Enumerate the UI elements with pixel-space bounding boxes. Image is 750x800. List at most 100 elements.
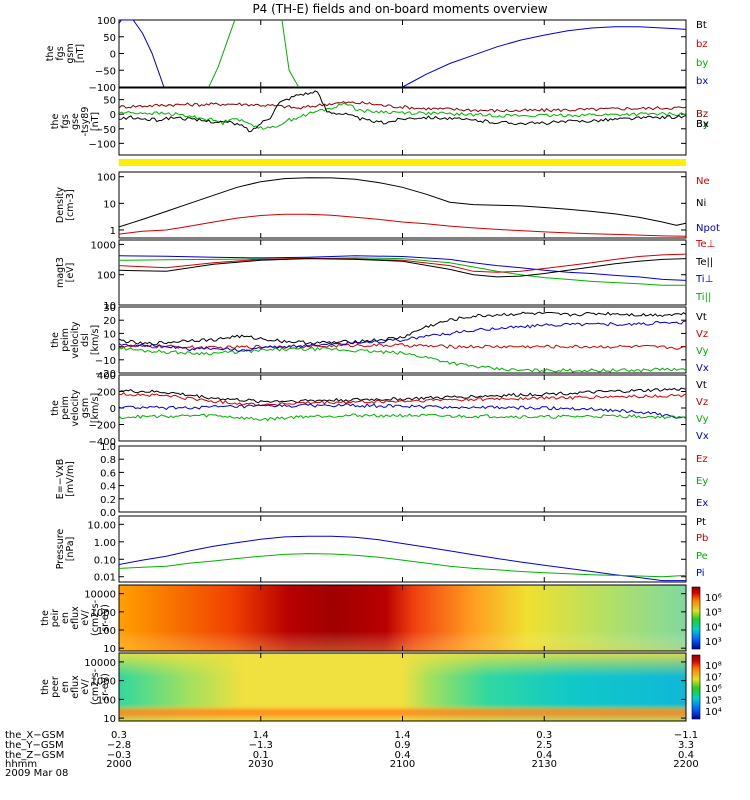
x-axis-value: 0.4 (678, 750, 694, 761)
series-line-Vx (119, 320, 686, 353)
y-axis-label: (cm2-s- (90, 669, 101, 705)
x-axis-row-label: hhmm (5, 759, 37, 770)
series-line-By (119, 102, 686, 130)
series-line-Pe (119, 553, 686, 578)
x-axis-value: 1.4 (395, 730, 411, 741)
x-axis-row-label: the_X−GSM (5, 730, 64, 741)
legend-entry: Vy (696, 414, 709, 425)
y-axis-label: the (50, 114, 61, 130)
y-tick-label: 200 (97, 388, 116, 399)
x-axis-value: 2030 (248, 759, 273, 770)
panel-peir-en-eflux: 10⁶ 10⁵ 10⁴ 10³ 10000 1000 100 10 the peir en eflux… (40, 584, 722, 655)
y-tick-label: 0.8 (100, 455, 116, 466)
y-tick-label: −100 (89, 83, 116, 94)
legend-entry: Vt (696, 312, 707, 323)
y-axis-label: Pressure (55, 529, 66, 570)
y-axis-label: en (60, 681, 71, 693)
y-tick-label: 20 (103, 316, 116, 327)
x-axis-value: −1.3 (249, 740, 273, 751)
y-axis-label: gse (70, 113, 81, 130)
legend-entry: Pe (696, 551, 708, 562)
legend-entry: Pb (696, 533, 708, 544)
legend-entry: Bx (696, 119, 709, 130)
colorbar (691, 654, 701, 720)
legend-entry: Te⊥ (695, 239, 715, 250)
figure-title: P4 (TH-E) fields and on-board moments ov… (252, 2, 547, 16)
y-axis-label: peim (60, 396, 71, 420)
y-tick-label: 0.2 (100, 495, 116, 506)
legend-entry: by (696, 58, 708, 69)
y-tick-label: −200 (89, 421, 116, 432)
colorbar-peir-en-eflux: 10⁶ 10⁵ 10⁴ 10³ (691, 586, 722, 650)
colorbar-tick: 10⁵ (705, 608, 722, 619)
legend-entry: Bz (696, 109, 708, 120)
y-tick-label: 30 (103, 303, 116, 314)
legend-entry: Ti|| (695, 292, 711, 303)
date-label: 2009 Mar 08 (5, 768, 68, 779)
y-tick-label: −10 (95, 356, 116, 367)
x-axis-value: 2.5 (536, 740, 552, 751)
x-axis-value: 2100 (390, 759, 415, 770)
colorbar (691, 586, 701, 650)
x-axis-value: 0.4 (395, 750, 411, 761)
y-axis-label: [nT] (75, 44, 86, 63)
y-axis-label: eV/ (80, 609, 91, 625)
y-axis-label: the (40, 679, 51, 695)
y-axis-label: the (40, 610, 51, 626)
series-group (119, 311, 686, 373)
legend-entry: Ey (696, 476, 708, 487)
legend-entry: Vz (696, 329, 708, 340)
legend-entry: Vx (696, 431, 709, 442)
series-group (119, 387, 686, 422)
panel-frame (118, 445, 687, 513)
x-axis-value: 1.4 (253, 730, 269, 741)
legend-entry: Npot (696, 223, 720, 234)
y-tick-label: 1000 (91, 240, 116, 251)
series-line-Vt (119, 311, 686, 346)
legend-entry: Vy (696, 346, 709, 357)
y-tick-label: 10 (103, 199, 116, 210)
panel-peim-velocity-gsm: 400 200 0 −200 −400 the peim velocity gsm [km/s] V… (50, 371, 709, 448)
y-axis-label: peer (50, 676, 61, 698)
x-axis-annotation: the_X−GSM 0.3 1.4 1.4 0.3 −1.1 the_Y−GSM −2.8 −1… (5, 730, 699, 770)
x-axis-value: 0.3 (111, 730, 127, 741)
y-tick-label: 1000 (91, 608, 116, 619)
series-line-Bx (119, 90, 686, 133)
y-axis-label: peim (60, 328, 71, 352)
legend-entry: Pi (696, 568, 705, 579)
y-tick-label: −20 (95, 369, 116, 380)
series-group (119, 253, 686, 286)
legend-entry: Te|| (695, 257, 713, 268)
colorbar-tick: 10⁸ (705, 661, 722, 672)
y-tick-label: 400 (97, 371, 116, 382)
y-axis-label: the (50, 332, 61, 348)
x-axis-value: 3.3 (678, 740, 694, 751)
legend-entry: Vt (696, 380, 707, 391)
legend-entry: bx (696, 76, 708, 87)
series-group (119, 177, 686, 237)
series-line-Bz (119, 100, 686, 113)
x-axis-row-label: the_Y−GSM (5, 740, 64, 751)
y-tick-label: 0.01 (94, 573, 116, 584)
ion-spectrogram-shade (119, 585, 686, 651)
legend-entry: Bt (696, 20, 707, 31)
y-tick-label: 0.6 (100, 468, 116, 479)
panel-frame (118, 19, 687, 88)
legend-entry: Vx (696, 363, 709, 374)
series-group (119, 90, 686, 133)
y-tick-label: 10 (103, 301, 116, 312)
y-axis-label: [km/s] (90, 325, 101, 355)
x-axis-value: −2.8 (107, 740, 131, 751)
y-tick-label: −50 (95, 125, 116, 136)
panel-efield: 1.0 0.8 0.6 0.4 0.2 0.0 E=−VxB [mV/m] Ez Ey Ex (55, 442, 708, 519)
y-tick-label: −100 (89, 139, 116, 150)
legend-entry: Ti⊥ (695, 274, 713, 285)
x-axis-value: 2000 (106, 759, 131, 770)
x-axis-value: 0.1 (253, 750, 269, 761)
y-axis-label: eflux (70, 675, 81, 699)
series-line-Pi (119, 535, 686, 582)
series-line-Te⊥ (119, 253, 686, 273)
